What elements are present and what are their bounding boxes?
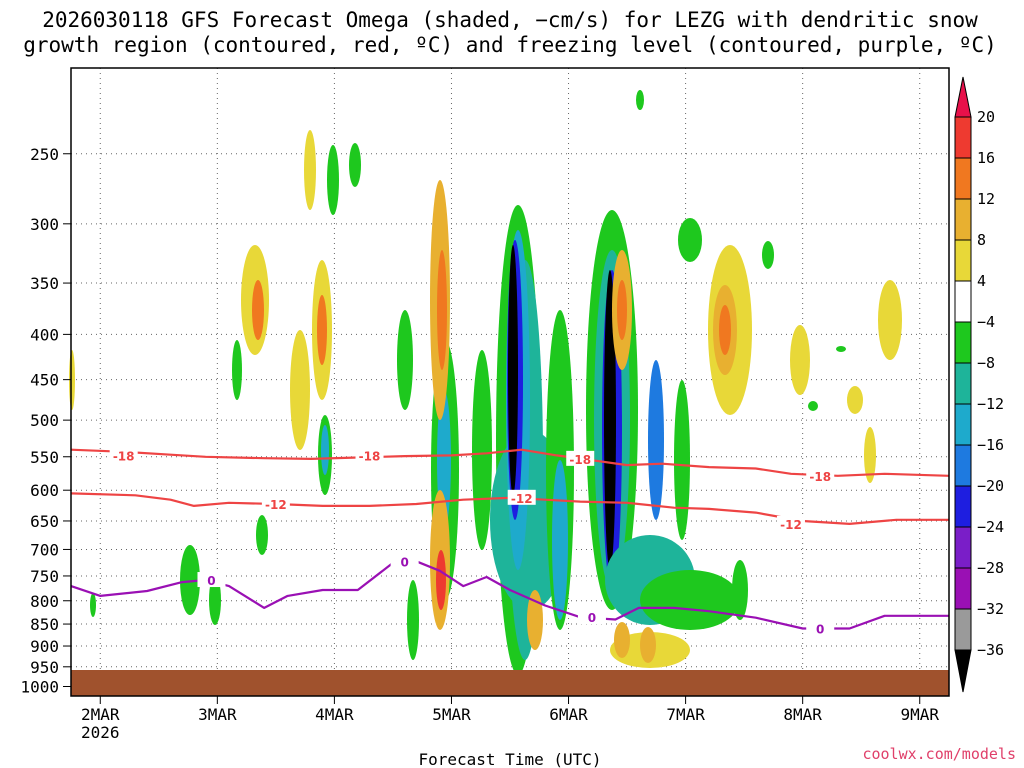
colorbar-label-3: 8 xyxy=(977,231,986,249)
x-tick-label-5MAR: 5MAR xyxy=(432,705,471,724)
chart-title-line-1: 2026030118 GFS Forecast Omega (shaded, −… xyxy=(42,8,978,32)
y-tick-label-800: 800 xyxy=(30,592,59,611)
colorbar-segment-6 xyxy=(954,321,972,364)
contour-label-bg xyxy=(806,467,835,483)
contour-label-bg xyxy=(197,572,226,588)
contour-label-bg xyxy=(261,496,290,512)
colorbar-segment-7 xyxy=(954,362,972,405)
x-tick-year: 2026 xyxy=(81,723,120,742)
contour-label-bg xyxy=(577,609,606,625)
colorbar-segment-2 xyxy=(954,157,972,200)
credit-text: coolwx.com/models xyxy=(862,745,1016,763)
pressure-axis: 250 300 350 400 450 500 550 600 650 700 750 800 850 9… xyxy=(20,145,71,697)
x-tick-label-3MAR: 3MAR xyxy=(198,705,237,724)
colorbar-segment-8 xyxy=(954,403,972,446)
y-tick-label-700: 700 xyxy=(30,540,59,559)
contour-lines: -18 -18 -18 -18 -12 -12 -12 0 0 0 0 xyxy=(70,447,950,637)
scattered-weak-ascent xyxy=(69,90,846,660)
colorbar-segment-11 xyxy=(954,526,972,569)
y-tick-label-550: 550 xyxy=(30,448,59,467)
x-tick-label-7MAR: 7MAR xyxy=(666,705,705,724)
y-tick-label-650: 650 xyxy=(30,512,59,531)
colorbar-label-11: −28 xyxy=(977,559,1004,577)
y-tick-label-500: 500 xyxy=(30,411,59,430)
ascent-shading-6mar xyxy=(586,210,748,630)
colorbar-label-1: 16 xyxy=(977,149,995,167)
colorbar-label-5: −4 xyxy=(977,313,995,331)
colorbar-label-4: 4 xyxy=(977,272,986,290)
contour-label-bg xyxy=(806,620,835,636)
y-tick-label-400: 400 xyxy=(30,325,59,344)
colorbar-segment-13 xyxy=(954,608,972,651)
y-tick-label-350: 350 xyxy=(30,274,59,293)
colorbar-segment-9 xyxy=(954,444,972,487)
contour-label-bg xyxy=(109,447,138,463)
y-tick-label-1000: 1000 xyxy=(20,678,59,697)
contour-label-2-0: 0 xyxy=(207,574,215,588)
x-tick-label-6MAR: 6MAR xyxy=(549,705,588,724)
contour-label-bg xyxy=(355,447,384,463)
contour-label-2-1: 0 xyxy=(400,555,408,569)
contour-label-bg xyxy=(566,450,595,466)
y-tick-label-900: 900 xyxy=(30,637,59,656)
x-tick-label-8MAR: 8MAR xyxy=(783,705,822,724)
colorbar-label-8: −16 xyxy=(977,436,1004,454)
colorbar-segment-3 xyxy=(954,198,972,241)
contour-label-bg xyxy=(390,553,419,569)
plot-frame xyxy=(70,67,950,697)
contour-label-1-0: -12 xyxy=(265,498,287,512)
y-tick-label-950: 950 xyxy=(30,658,59,677)
colorbar-segment-4 xyxy=(954,239,972,282)
colorbar-label-2: 12 xyxy=(977,190,995,208)
x-tick-label-2MAR: 2MAR xyxy=(81,705,120,724)
colorbar-top-arrow xyxy=(954,76,972,118)
colorbar-segment-12 xyxy=(954,567,972,610)
colorbar-label-6: −8 xyxy=(977,354,995,372)
contour-line-0 xyxy=(70,448,950,477)
chart-title-line-2: growth region (contoured, red, ºC) and f… xyxy=(23,33,997,57)
contour-label-1-2: -12 xyxy=(780,518,802,532)
y-tick-label-600: 600 xyxy=(30,481,59,500)
y-tick-label-850: 850 xyxy=(30,615,59,634)
contour-label-0-1: -18 xyxy=(359,449,381,463)
colorbar-segment-10 xyxy=(954,485,972,528)
y-tick-label-250: 250 xyxy=(30,145,59,164)
colorbar-label-10: −24 xyxy=(977,518,1004,536)
contour-label-2-3: 0 xyxy=(816,623,824,637)
colorbar-label-12: −32 xyxy=(977,600,1004,618)
y-tick-label-450: 450 xyxy=(30,371,59,390)
colorbar-bottom-arrow xyxy=(954,649,972,693)
x-tick-label-9MAR: 9MAR xyxy=(900,705,939,724)
contour-label-0-0: -18 xyxy=(113,449,135,463)
descent-shading xyxy=(241,130,902,668)
contour-label-2-2: 0 xyxy=(588,611,596,625)
x-axis-label: Forecast Time (UTC) xyxy=(418,750,601,768)
colorbar-segment-5 xyxy=(954,280,972,323)
y-tick-label-300: 300 xyxy=(30,215,59,234)
colorbar-segment-1 xyxy=(954,116,972,159)
colorbar-label-0: 20 xyxy=(977,108,995,126)
terrain-surface xyxy=(71,670,949,696)
y-tick-label-750: 750 xyxy=(30,567,59,586)
colorbar-label-9: −20 xyxy=(977,477,1004,495)
contour-label-0-2: -18 xyxy=(569,453,591,467)
colorbar-label-7: −12 xyxy=(977,395,1004,413)
contour-label-0-3: -18 xyxy=(809,470,831,484)
contour-label-1-1: -12 xyxy=(511,492,533,506)
colorbar-label-13: −36 xyxy=(977,641,1004,659)
contour-label-bg xyxy=(776,515,805,531)
x-tick-label-4MAR: 4MAR xyxy=(315,705,354,724)
colorbar: 20 16 12 8 4 −4 −8 −12 −16 −20 −24 −28 −32 −36 xyxy=(954,76,1004,693)
contour-label-bg xyxy=(507,489,536,505)
